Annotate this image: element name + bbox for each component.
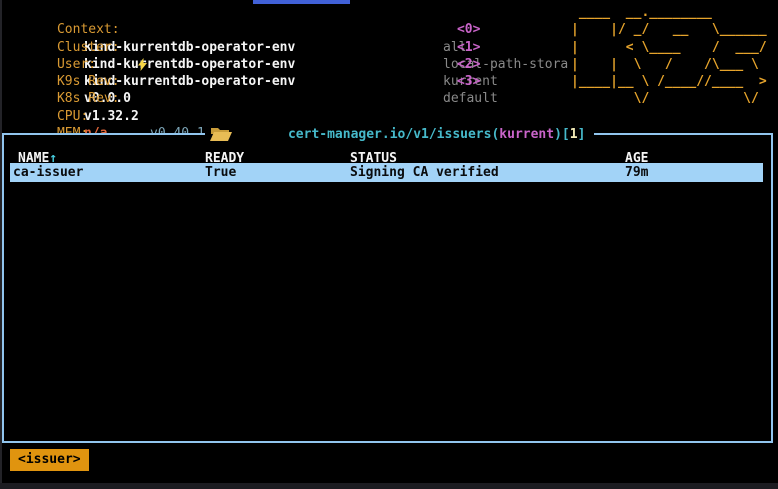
shortcut-key: <0> [456,22,481,38]
folder-icon [210,127,232,142]
shortcut-label: all [443,39,467,55]
user-value: kind-kurrentdb-operator-env [84,74,296,90]
k8s-rev-value: v1.32.2 [84,108,139,124]
shortcut-label: kurrent [443,74,498,90]
k9s-ascii-logo: ____ __.________ | |/ _/ __ \______ | < … [571,5,767,107]
user-label: User: [56,56,97,72]
shortcut-label: default [443,91,498,107]
window-bottom-edge [0,483,778,489]
active-namespace: kurrent [499,126,555,142]
cpu-label: CPU: [56,108,89,124]
k9s-rev-value: v0.0.0 [84,91,131,107]
table-header-row: NAME↑ READY STATUS AGE [13,150,763,167]
column-header-ready[interactable]: READY [205,151,245,166]
shortcut-key: <3> [456,74,481,90]
context-row: Context: kind-kurrentdb-operator-env [10,4,295,54]
breadcrumb-issuer[interactable]: <issuer> [10,449,89,471]
k9s-rev-row: K9s Rev: v0.0.0 v0.40.10 [10,56,213,141]
context-label: Context: [56,22,120,38]
k8s-rev-label: K8s Rev: [56,91,120,107]
k8s-rev-row: K8s Rev: v1.32.2 [10,73,139,123]
column-header-status[interactable]: STATUS [350,151,397,166]
column-header-age[interactable]: AGE [625,151,649,166]
k9s-rev-label: K9s Rev: [56,74,120,90]
namespace-shortcuts: <0> all <1> local-path-stora <2> kurrent… [410,4,568,106]
cell-status: Signing CA verified [350,165,499,180]
cluster-value: kind-kurrentdb-operator-env [84,56,296,72]
resource-table-title: cert-manager.io/v1/issuers(kurrent)[1] [205,125,595,144]
column-header-name[interactable]: NAME↑ [18,151,58,166]
namespace-shortcut-kurrent[interactable]: <2> kurrent [410,39,498,89]
mem-row: MEM: n/a [10,108,120,158]
sort-arrow-icon: ↑ [49,151,58,166]
resource-table-frame [2,133,773,443]
namespace-shortcut-all[interactable]: <0> all [410,4,480,54]
cell-ready: True [205,165,237,180]
user-row: User: kind-kurrentdb-operator-env [10,39,295,89]
cell-name: ca-issuer [13,165,84,180]
namespace-shortcut-default[interactable]: <3> default [410,56,498,106]
table-row-ca-issuer[interactable]: ca-issuer True Signing CA verified 79m [10,163,763,182]
cell-age: 79m [625,165,649,180]
window-left-edge [0,0,2,489]
cluster-info-panel: Context: kind-kurrentdb-operator-env Clu… [10,4,295,158]
cluster-row: Cluster: kind-kurrentdb-operator-env [10,21,295,72]
title-text: cert-manager.io/v1/issuers(kurrent)[1] [287,126,586,142]
cpu-row: CPU: n/a [10,90,120,141]
namespace-shortcut-local-path-storage[interactable]: <1> local-path-stora [410,21,568,72]
shortcut-label: local-path-stora [443,56,569,72]
shortcut-key: <2> [456,56,481,72]
lightning-bolt-icon [138,57,147,76]
context-value: kind-kurrentdb-operator-env [84,39,296,55]
cluster-label: Cluster: [56,39,120,55]
resource-path: cert-manager.io/v1/issuers( [287,126,500,142]
top-accent-bar [253,0,350,4]
shortcut-key: <1> [456,39,481,55]
resource-count: 1 [569,126,578,142]
